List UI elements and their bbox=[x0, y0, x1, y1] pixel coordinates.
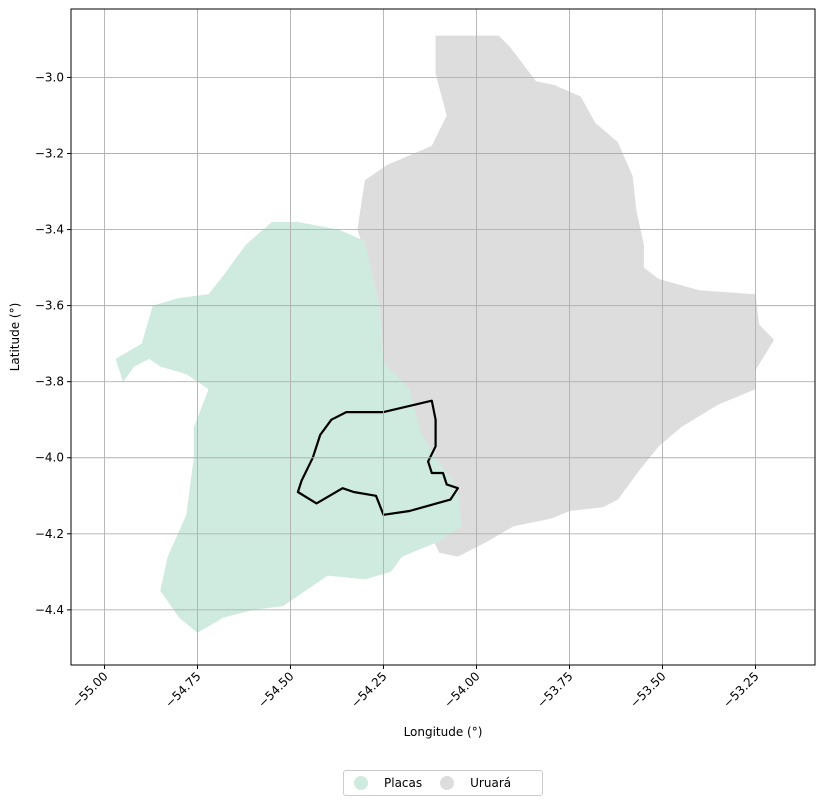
y-axis-ticks: −3.0 −3.2 −3.4 −3.6 −3.8 −4.0 −4.2 −4.4 bbox=[35, 70, 71, 617]
legend: Placas Uruará bbox=[343, 770, 543, 796]
x-tick-label-2: −54.50 bbox=[255, 669, 296, 710]
y-tick-label-4: −3.8 bbox=[35, 375, 64, 389]
x-tick-label-7: −53.25 bbox=[720, 669, 761, 710]
y-tick-label-1: −3.2 bbox=[35, 147, 64, 161]
region-uruara bbox=[357, 35, 775, 557]
y-tick-label-2: −3.4 bbox=[35, 223, 64, 237]
y-tick-label-3: −3.6 bbox=[35, 299, 64, 313]
legend-label-uruara: Uruará bbox=[470, 776, 512, 790]
x-tick-label-6: −53.50 bbox=[627, 669, 668, 710]
y-tick-label-7: −4.4 bbox=[35, 603, 64, 617]
y-tick-label-0: −3.0 bbox=[35, 70, 64, 84]
legend-label-placas: Placas bbox=[384, 776, 423, 790]
region-placas bbox=[115, 222, 462, 633]
x-tick-label-0: −55.00 bbox=[69, 669, 110, 710]
x-axis-label: Longitude (°) bbox=[404, 725, 483, 739]
legend-item-uruara: Uruará bbox=[440, 776, 511, 790]
plot-frame bbox=[70, 8, 816, 666]
x-tick-label-1: −54.75 bbox=[162, 669, 203, 710]
x-tick-label-5: −53.75 bbox=[534, 669, 575, 710]
legend-item-placas: Placas bbox=[354, 776, 422, 790]
x-axis-ticks: −55.00 −54.75 −54.50 −54.25 −54.00 −53.75 −53.… bbox=[69, 665, 762, 711]
gridlines bbox=[71, 9, 815, 665]
highlight-outline-layer bbox=[296, 399, 459, 516]
x-tick-label-3: −54.25 bbox=[348, 669, 389, 710]
legend-marker-placas bbox=[354, 776, 368, 790]
y-tick-label-5: −4.0 bbox=[35, 451, 64, 465]
region-layer bbox=[115, 35, 775, 633]
legend-marker-uruara bbox=[440, 776, 455, 790]
y-tick-label-6: −4.2 bbox=[35, 527, 64, 541]
highlight-outline bbox=[296, 399, 459, 516]
y-axis-label: Latitude (°) bbox=[8, 303, 22, 372]
x-tick-label-4: −54.00 bbox=[441, 669, 482, 710]
